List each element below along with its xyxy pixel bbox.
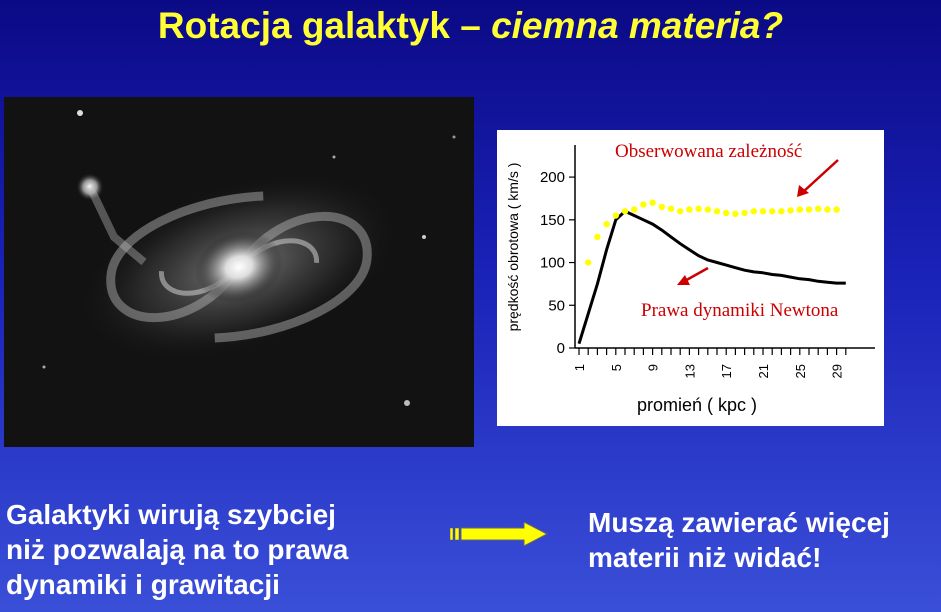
observed-point (704, 206, 711, 213)
observed-point (778, 208, 785, 215)
bright-star (76, 173, 104, 201)
observed-point (713, 208, 721, 215)
left-line: niż pozwalają na to prawa (6, 534, 349, 565)
y-axis-label: prędkość obrotowa ( km/s ) (505, 163, 521, 332)
observed-point (769, 208, 776, 215)
observed-point (658, 203, 665, 211)
observed-point (759, 208, 767, 215)
right-arrow-icon (450, 522, 548, 546)
observed-point (723, 209, 730, 217)
observed-point (824, 206, 831, 213)
observed-point (631, 206, 638, 213)
observed-point (805, 206, 813, 213)
galaxy-image (4, 97, 474, 447)
observed-point (603, 220, 610, 228)
observed-point (686, 206, 693, 213)
x-tick-label: 9 (646, 364, 661, 371)
observed-point (833, 206, 840, 213)
annotation-observed: Obserwowana zależność (615, 141, 802, 162)
observed-point (640, 201, 647, 208)
annotation-newton: Prawa dynamiki Newtona (641, 300, 839, 321)
x-tick-label: 25 (793, 364, 808, 378)
observed-point (787, 207, 794, 214)
observed-point (796, 206, 803, 213)
observed-point (741, 209, 748, 217)
annotation-arrow-observed (797, 159, 839, 197)
x-tick-label: 5 (609, 364, 624, 371)
right-line: materii niż widać! (588, 542, 822, 573)
rotation-curve-chart: 0 50 100 150 200 1 5 9 13 17 21 25 29 prędkość obro… (497, 130, 884, 426)
observed-point (649, 199, 656, 206)
observed-point (677, 208, 684, 215)
x-tick-label: 17 (719, 364, 734, 378)
y-tick-label: 200 (540, 169, 565, 186)
x-tick-label: 21 (756, 364, 771, 378)
left-statement: Galaktyki wirują szybciej niż pozwalają … (6, 497, 426, 602)
x-tick-label: 13 (682, 364, 697, 378)
title-italic: ciemna materia? (491, 5, 784, 46)
right-statement: Muszą zawierać więcej materii niż widać! (588, 505, 941, 575)
observed-point (815, 205, 822, 212)
right-line: Muszą zawierać więcej (588, 507, 890, 538)
x-tick-label: 1 (572, 364, 587, 371)
y-tick-label: 50 (548, 297, 565, 314)
title-main: Rotacja galaktyk – (157, 5, 492, 46)
annotation-arrow-newton (677, 266, 709, 285)
observed-point (667, 205, 675, 212)
observed-point (594, 233, 601, 241)
observed-point (695, 205, 702, 212)
series-line-newton (577, 209, 846, 345)
observed-point (612, 212, 619, 219)
observed-point (750, 208, 757, 215)
y-tick-label: 150 (540, 212, 565, 229)
observed-point (732, 210, 739, 218)
observed-point (621, 208, 629, 215)
slide-title: Rotacja galaktyk – ciemna materia? (0, 2, 941, 50)
observed-point (585, 259, 592, 266)
x-axis-label: promień ( kpc ) (637, 395, 757, 415)
x-tick-label: 29 (830, 364, 845, 378)
left-line: Galaktyki wirują szybciej (6, 499, 336, 530)
y-tick-label: 100 (540, 255, 565, 272)
y-tick-label: 0 (557, 340, 565, 357)
left-line: dynamiki i grawitacji (6, 569, 280, 600)
